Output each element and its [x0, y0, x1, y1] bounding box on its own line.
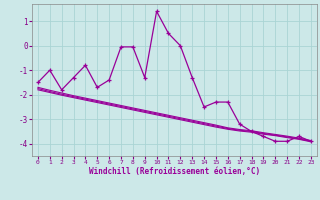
X-axis label: Windchill (Refroidissement éolien,°C): Windchill (Refroidissement éolien,°C) [89, 167, 260, 176]
